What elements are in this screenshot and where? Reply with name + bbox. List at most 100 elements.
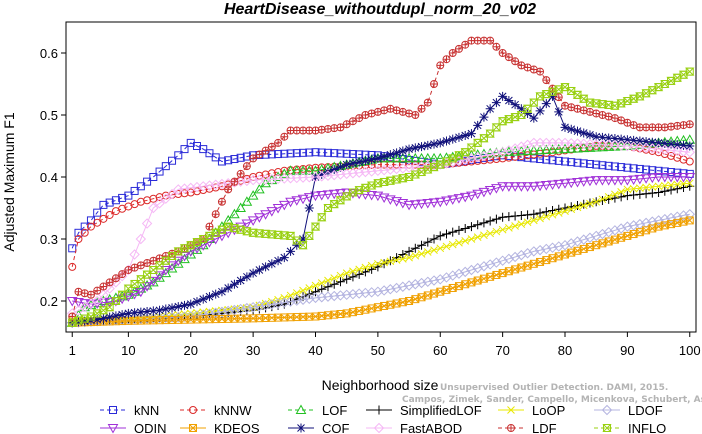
data-point-loop	[492, 227, 501, 236]
data-point-simplifiedlof	[610, 193, 620, 203]
data-point-cof	[167, 303, 177, 313]
data-point-knn	[317, 148, 326, 157]
data-point-ldof	[640, 217, 652, 229]
data-point-knn	[673, 168, 682, 177]
data-point-knnw	[392, 160, 401, 169]
data-point-cof	[186, 299, 196, 309]
data-point-lof	[303, 165, 315, 175]
data-point-fastabod	[129, 249, 140, 260]
data-point-lof	[222, 214, 234, 225]
data-point-simplifiedlof	[379, 259, 389, 269]
data-point-knn	[180, 145, 189, 154]
data-point-inflo	[398, 174, 408, 183]
data-point-knnw	[517, 152, 526, 161]
data-point-odin	[372, 191, 384, 202]
legend-label-kdeos: KDEOS	[214, 421, 260, 434]
data-point-cof	[73, 317, 83, 327]
data-point-cof	[641, 137, 651, 147]
data-point-cof	[548, 91, 558, 101]
data-point-cof	[267, 259, 277, 269]
data-point-loop	[423, 248, 432, 256]
data-point-cof	[317, 170, 327, 180]
data-point-fastabod	[472, 151, 483, 163]
data-point-knn	[311, 148, 320, 157]
data-point-cof	[379, 152, 389, 162]
data-point-loop	[623, 185, 632, 194]
y-tick-label: 0.3	[40, 232, 58, 247]
data-point-knn	[205, 149, 214, 158]
data-point-knnw	[386, 160, 395, 169]
data-point-simplifiedlof	[629, 190, 639, 200]
x-tick-label: 20	[184, 343, 198, 358]
data-point-odin	[478, 187, 490, 198]
data-point-ldf	[311, 126, 320, 135]
data-point-ldf	[249, 154, 258, 163]
data-point-loop	[392, 256, 401, 264]
x-axis: 1 10 20 30 40 50 60 70 80 90 100	[66, 331, 701, 358]
data-point-cof	[242, 272, 252, 282]
data-point-odin	[534, 181, 546, 192]
legend-item-lof: LOF	[288, 403, 347, 418]
data-point-ldf	[430, 80, 439, 88]
data-point-knn	[217, 157, 226, 166]
data-point-ldof	[509, 251, 521, 263]
data-point-fastabod	[91, 295, 103, 307]
data-point-fastabod	[135, 233, 147, 245]
data-point-ldof	[403, 280, 415, 291]
data-point-odin	[553, 179, 565, 190]
data-point-ldf	[492, 42, 501, 51]
data-point-knn	[230, 155, 239, 164]
data-point-odin	[659, 173, 671, 183]
data-point-ldf	[461, 40, 470, 49]
data-point-ldf	[274, 138, 283, 147]
data-point-ldof	[385, 284, 396, 295]
x-tick-label: 90	[620, 343, 634, 358]
data-point-odin	[622, 176, 633, 186]
data-point-ldof	[678, 210, 689, 221]
data-point-ldf	[280, 132, 289, 141]
x-tick-label: 50	[371, 343, 385, 358]
data-point-inflo	[167, 252, 177, 261]
data-point-lof	[553, 143, 565, 154]
data-point-ldf	[86, 290, 95, 299]
data-point-odin	[278, 200, 290, 211]
data-point-ldof	[628, 220, 639, 231]
legend-label-ldf: LDF	[532, 421, 557, 434]
data-point-lof	[241, 196, 253, 206]
data-point-loop	[573, 203, 582, 212]
data-point-ldof	[622, 221, 633, 232]
data-point-odin	[147, 276, 159, 287]
data-point-simplifiedlof	[454, 225, 464, 235]
data-point-simplifiedlof	[616, 192, 626, 202]
data-point-odin	[540, 181, 552, 191]
y-axis: 0.2 0.3 0.4 0.5 0.6	[40, 22, 67, 332]
data-point-knn	[280, 149, 289, 158]
data-point-inflo	[585, 98, 595, 107]
data-point-lof	[297, 165, 309, 175]
data-point-simplifiedlof	[529, 209, 539, 219]
data-point-knn	[635, 164, 644, 173]
data-point-cof	[298, 234, 308, 244]
legend-item-simplifiedlof: SimplifiedLOF	[366, 403, 482, 418]
data-point-ldof	[615, 223, 627, 234]
data-point-loop	[442, 242, 451, 251]
data-point-knnw	[492, 155, 501, 164]
data-point-ldof	[553, 241, 564, 252]
data-point-loop	[305, 284, 314, 292]
data-point-simplifiedlof	[491, 214, 501, 224]
x-tick-label: 70	[495, 343, 509, 358]
data-point-loop	[567, 205, 576, 214]
data-point-inflo	[317, 213, 327, 222]
data-point-cof	[117, 310, 127, 320]
data-point-cof	[223, 283, 233, 293]
data-point-lof	[634, 139, 646, 149]
data-point-ldof	[653, 215, 664, 226]
data-point-odin	[646, 173, 658, 184]
data-point-loop	[611, 190, 619, 199]
data-point-cof	[130, 308, 140, 318]
data-point-inflo	[254, 229, 265, 238]
data-point-cof	[373, 153, 383, 163]
legend-marker-knnw	[189, 406, 197, 414]
data-point-loop	[511, 222, 519, 230]
data-point-odin	[484, 186, 496, 196]
